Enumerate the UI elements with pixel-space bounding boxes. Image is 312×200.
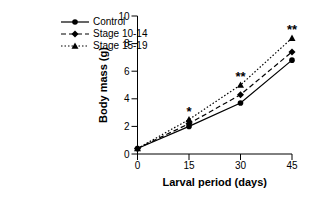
svg-text:8: 8 xyxy=(124,38,130,49)
svg-text:45: 45 xyxy=(286,160,298,171)
svg-text:Larval period (days): Larval period (days) xyxy=(162,176,267,188)
svg-text:**: ** xyxy=(287,22,298,37)
svg-text:15: 15 xyxy=(183,160,195,171)
svg-text:Body mass (g): Body mass (g) xyxy=(97,47,109,123)
svg-text:10: 10 xyxy=(118,11,130,22)
svg-text:0: 0 xyxy=(135,160,141,171)
svg-text:**: ** xyxy=(235,69,246,84)
svg-text:0: 0 xyxy=(124,149,130,160)
svg-text:*: * xyxy=(186,104,192,119)
svg-text:2: 2 xyxy=(124,121,130,132)
svg-text:4: 4 xyxy=(124,93,130,104)
svg-text:30: 30 xyxy=(235,160,247,171)
svg-text:6: 6 xyxy=(124,66,130,77)
